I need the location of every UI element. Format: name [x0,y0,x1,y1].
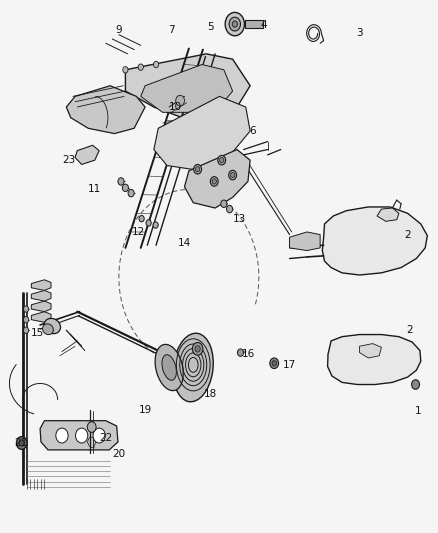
Text: 7: 7 [168,25,174,35]
Text: 1: 1 [414,406,421,416]
Polygon shape [75,146,99,165]
Circle shape [230,172,234,177]
Polygon shape [40,421,118,450]
Circle shape [210,176,218,186]
Text: 4: 4 [259,20,266,30]
Text: 16: 16 [241,349,254,359]
Text: 18: 18 [204,389,217,399]
Text: 9: 9 [115,25,122,35]
Circle shape [16,437,27,449]
Text: 15: 15 [31,328,44,338]
Circle shape [219,158,223,163]
Text: 17: 17 [282,360,296,370]
Ellipse shape [173,333,213,402]
Text: 5: 5 [207,22,214,33]
Circle shape [146,220,151,226]
Circle shape [225,12,244,36]
Circle shape [23,306,28,312]
Circle shape [56,428,68,443]
Text: 2: 2 [406,325,412,335]
Circle shape [128,189,134,197]
Ellipse shape [155,344,183,391]
Circle shape [194,346,200,352]
Polygon shape [31,312,51,322]
Circle shape [195,166,199,172]
Circle shape [153,61,158,68]
Circle shape [217,156,225,165]
Polygon shape [376,208,398,221]
Polygon shape [31,280,51,290]
Polygon shape [321,207,426,275]
Text: 13: 13 [232,214,245,224]
Polygon shape [125,54,250,128]
Circle shape [19,440,24,446]
Polygon shape [184,150,250,208]
Circle shape [226,205,232,213]
Text: 10: 10 [169,102,182,112]
Text: 19: 19 [138,405,152,415]
Circle shape [75,428,88,443]
Text: 12: 12 [131,227,145,237]
Text: 6: 6 [248,126,255,136]
Polygon shape [141,64,232,112]
Circle shape [122,184,128,191]
Circle shape [87,422,96,432]
Circle shape [272,361,276,366]
Circle shape [123,67,128,73]
Circle shape [229,17,240,31]
Polygon shape [31,301,51,312]
Circle shape [192,343,202,356]
Text: 2: 2 [403,230,410,240]
Circle shape [175,95,184,106]
Text: 23: 23 [62,155,75,165]
Circle shape [138,64,143,70]
Text: 21: 21 [14,438,28,448]
Polygon shape [327,335,420,384]
Circle shape [152,222,158,228]
Text: 22: 22 [99,433,112,443]
Circle shape [228,170,236,180]
Circle shape [237,349,243,357]
Circle shape [212,179,216,184]
Ellipse shape [42,324,53,335]
Ellipse shape [44,318,60,334]
Circle shape [193,165,201,174]
Circle shape [23,327,28,334]
Polygon shape [31,290,51,301]
Polygon shape [359,344,381,358]
Ellipse shape [162,355,176,380]
Polygon shape [66,86,145,134]
Text: 20: 20 [112,449,125,458]
Polygon shape [244,20,263,28]
Text: 3: 3 [355,28,362,38]
Polygon shape [289,232,319,251]
Circle shape [232,21,237,27]
Circle shape [220,200,226,207]
Text: 11: 11 [88,184,101,195]
Circle shape [23,317,28,323]
Circle shape [93,428,105,443]
Circle shape [139,215,144,222]
Circle shape [269,358,278,368]
Text: 14: 14 [177,238,191,247]
Polygon shape [153,96,250,171]
Circle shape [118,177,124,185]
Circle shape [411,379,419,389]
